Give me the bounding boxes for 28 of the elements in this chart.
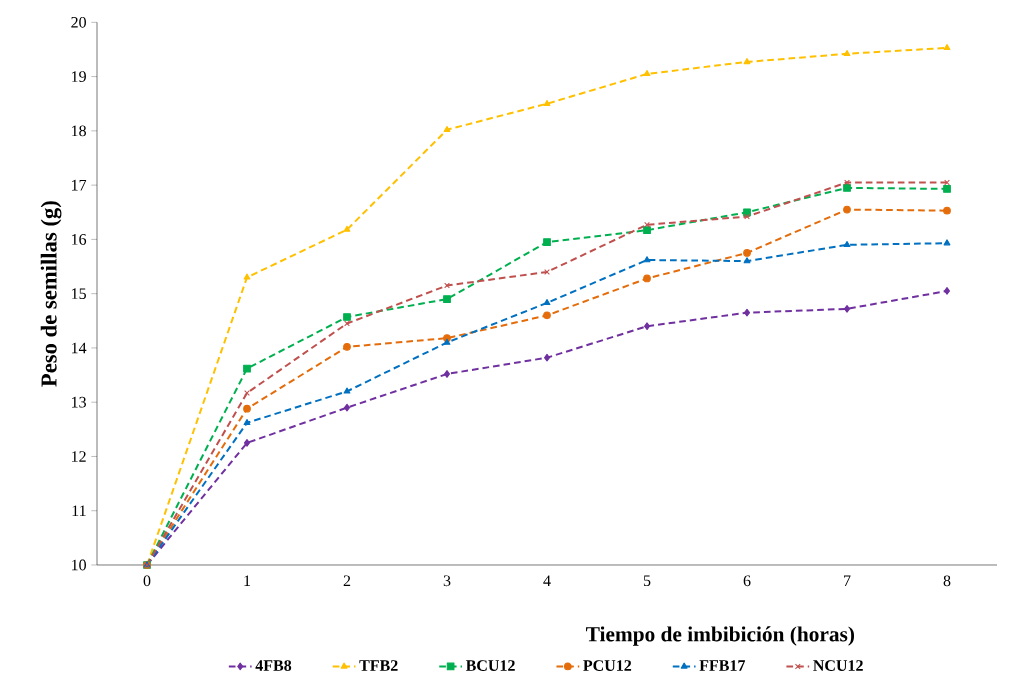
y-tick-label: 20	[71, 16, 86, 28]
legend-label: NCU12	[813, 660, 863, 671]
y-tick-label: 13	[72, 396, 86, 408]
y-tick-label: 19	[72, 71, 86, 82]
legend-label: TFB2	[359, 660, 398, 671]
y-tick-label: 18	[72, 125, 86, 137]
x-axis-title: Tiempo de imbibición (horas)	[586, 626, 855, 646]
y-tick-label: 10	[72, 559, 86, 571]
x-tick-label: 0	[143, 575, 151, 587]
x-tick-label: 5	[643, 575, 651, 587]
x-tick-label: 2	[343, 575, 351, 586]
legend-label: 4FB8	[255, 660, 292, 671]
y-tick-label: 15	[72, 288, 86, 300]
x-tick-label: 7	[844, 575, 851, 586]
y-axis-title: Peso de semillas (g)	[40, 201, 62, 387]
y-tick-label: 17	[72, 179, 87, 191]
legend-label: FFB17	[699, 660, 746, 671]
x-tick-label: 1	[244, 575, 251, 586]
y-tick-label: 16	[72, 234, 87, 245]
y-tick-label: 12	[72, 451, 86, 462]
x-tick-label: 8	[943, 575, 951, 587]
x-tick-label: 6	[743, 575, 751, 587]
y-tick-label: 14	[72, 342, 87, 354]
legend-label: BCU12	[465, 660, 515, 671]
y-tick-label: 11	[72, 505, 86, 517]
x-tick-label: 3	[443, 575, 451, 587]
x-tick-label: 4	[543, 575, 551, 586]
legend-label: PCU12	[583, 660, 632, 671]
